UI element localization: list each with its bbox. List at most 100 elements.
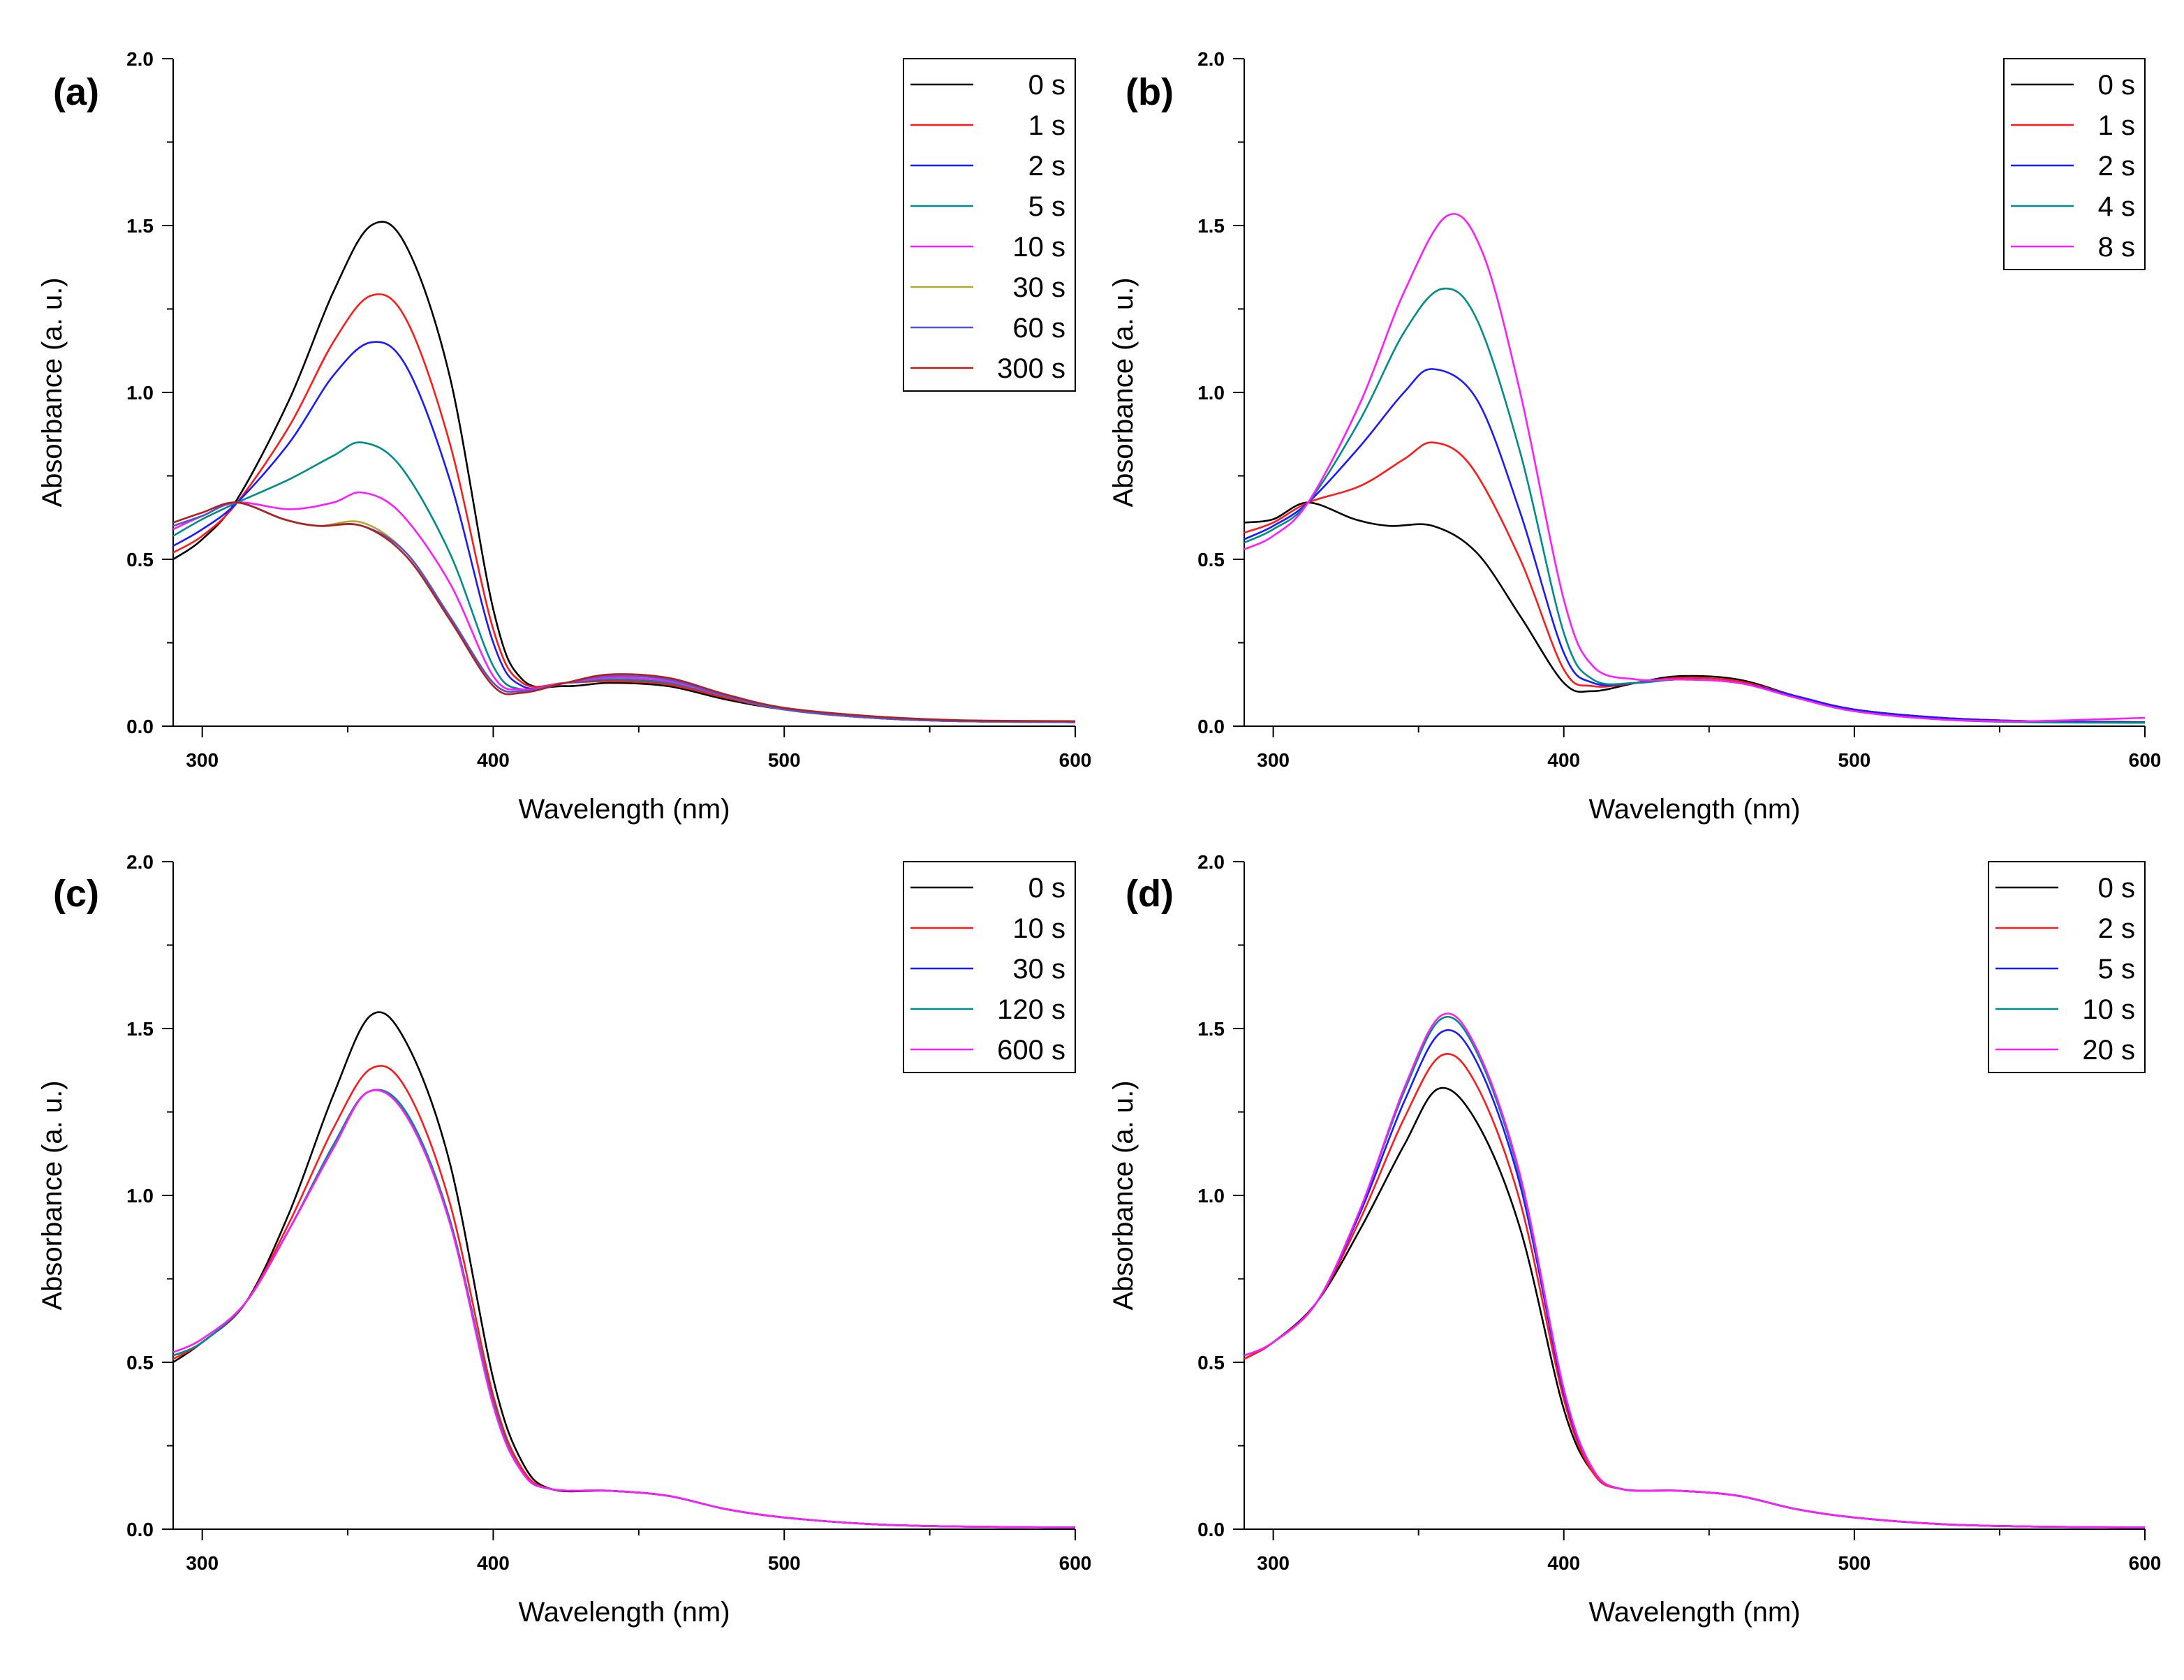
y-tick-label: 1.5 xyxy=(126,1018,154,1040)
series-line xyxy=(1244,368,2145,723)
series-line xyxy=(1244,1012,2145,1528)
y-tick-label: 0.5 xyxy=(1197,549,1225,570)
y-tick-label: 0.5 xyxy=(1197,1352,1225,1373)
x-axis-label: Wavelength (nm) xyxy=(1588,794,1800,825)
chart-panel-1: 300 400 500 600 0.0 0.5 1.0 1.5 2.0 Wavelength (n… xyxy=(1108,48,2161,825)
panel-label: (d) xyxy=(1126,873,1174,915)
series-line xyxy=(1244,1053,2145,1528)
legend-entry-label: 5 s xyxy=(1028,191,1065,222)
y-tick-label: 1.5 xyxy=(1197,1018,1225,1040)
y-tick-label: 0.5 xyxy=(126,549,154,570)
y-tick-label: 2.0 xyxy=(1197,48,1225,70)
legend-entry-label: 1 s xyxy=(1028,110,1065,141)
x-axis-label: Wavelength (nm) xyxy=(518,794,730,825)
series-lines xyxy=(1244,213,2145,724)
series-lines xyxy=(1244,1012,2145,1528)
y-tick-label: 0.0 xyxy=(1197,1519,1225,1540)
y-tick-label: 1.0 xyxy=(1197,1185,1225,1207)
legend-entry-label: 4 s xyxy=(2098,191,2135,222)
series-line xyxy=(173,1011,1075,1528)
y-tick-label: 1.0 xyxy=(1197,382,1225,404)
legend-box xyxy=(903,58,1076,392)
y-tick-label: 2.0 xyxy=(126,48,154,70)
legend-entry-label: 2 s xyxy=(1028,151,1065,182)
y-axis-label: Absorbance (a. u.) xyxy=(1108,1080,1139,1310)
chart-panel-0: 300 400 500 600 0.0 0.5 1.0 1.5 2.0 Wavelength (n… xyxy=(37,48,1091,825)
legend-entry-label: 2 s xyxy=(2098,913,2135,944)
x-tick-label: 600 xyxy=(1059,1552,1092,1574)
y-tick-label: 0.0 xyxy=(126,1519,154,1540)
x-tick-label: 300 xyxy=(1257,1552,1290,1574)
legend-box xyxy=(903,861,1076,1073)
legend-entry-label: 5 s xyxy=(2098,954,2135,985)
x-tick-label: 500 xyxy=(1838,749,1871,771)
legend-entry-label: 10 s xyxy=(1012,232,1065,263)
y-tick-label: 1.0 xyxy=(126,1185,154,1207)
legend-entry-label: 10 s xyxy=(2082,994,2135,1025)
x-axis-label: Wavelength (nm) xyxy=(518,1597,730,1628)
legend-entry-label: 0 s xyxy=(2098,873,2135,904)
panel-label: (a) xyxy=(53,71,99,113)
series-line xyxy=(173,341,1075,723)
y-tick-label: 0.0 xyxy=(126,716,154,737)
y-tick-label: 1.0 xyxy=(126,382,154,404)
y-axis-label: Absorbance (a. u.) xyxy=(37,277,68,507)
panel-label: (b) xyxy=(1126,71,1174,113)
legend-entry-label: 600 s xyxy=(997,1035,1065,1066)
series-line xyxy=(173,491,1075,723)
legend-entry-label: 8 s xyxy=(2098,232,2135,263)
series-line xyxy=(173,1065,1075,1528)
series-line xyxy=(173,501,1075,723)
x-tick-label: 400 xyxy=(1547,749,1580,771)
x-tick-label: 300 xyxy=(186,1552,219,1574)
legend-box xyxy=(1988,861,2146,1073)
x-tick-label: 400 xyxy=(477,749,510,771)
series-line xyxy=(1244,501,2145,723)
legend-entry-label: 0 s xyxy=(2098,70,2135,101)
x-tick-label: 500 xyxy=(768,749,801,771)
series-line xyxy=(173,501,1075,723)
x-tick-label: 300 xyxy=(1257,749,1290,771)
legend-entry-label: 20 s xyxy=(2082,1035,2135,1066)
legend-entry-label: 1 s xyxy=(2098,110,2135,141)
x-tick-label: 400 xyxy=(1547,1552,1580,1574)
legend: 0 s 10 s 30 s 120 s 600 s xyxy=(903,861,1076,1073)
series-line xyxy=(173,1089,1075,1528)
x-tick-label: 500 xyxy=(768,1552,801,1574)
y-tick-label: 2.0 xyxy=(126,851,154,873)
x-tick-label: 600 xyxy=(1059,749,1092,771)
legend-box xyxy=(2003,58,2146,270)
chart-panel-2: 300 400 500 600 0.0 0.5 1.0 1.5 2.0 Wavelength (n… xyxy=(37,851,1091,1628)
series-lines xyxy=(173,221,1075,723)
legend-entry-label: 0 s xyxy=(1028,873,1065,904)
y-axis-label: Absorbance (a. u.) xyxy=(1108,277,1139,507)
panel-label: (c) xyxy=(53,873,99,915)
y-tick-label: 0.5 xyxy=(126,1352,154,1373)
y-tick-label: 1.5 xyxy=(126,215,154,237)
series-line xyxy=(173,501,1075,723)
legend-entry-label: 30 s xyxy=(1012,954,1065,985)
legend-entry-label: 10 s xyxy=(1012,913,1065,944)
x-tick-label: 500 xyxy=(1838,1552,1871,1574)
legend-entry-label: 120 s xyxy=(997,994,1065,1025)
legend-entry-label: 60 s xyxy=(1012,313,1065,344)
legend-entry-label: 300 s xyxy=(997,353,1065,384)
y-axis-label: Absorbance (a. u.) xyxy=(37,1080,68,1310)
legend-entry-label: 2 s xyxy=(2098,151,2135,182)
legend: 0 s 2 s 5 s 10 s 20 s xyxy=(1988,861,2146,1073)
x-tick-label: 600 xyxy=(2129,749,2162,771)
x-tick-label: 600 xyxy=(2129,1552,2162,1574)
y-tick-label: 2.0 xyxy=(1197,851,1225,873)
series-line xyxy=(1244,213,2145,723)
series-line xyxy=(1244,1029,2145,1528)
series-line xyxy=(173,1089,1075,1528)
series-line xyxy=(173,441,1075,723)
y-tick-label: 1.5 xyxy=(1197,215,1225,237)
series-lines xyxy=(173,1011,1075,1528)
legend-entry-label: 30 s xyxy=(1012,272,1065,303)
series-line xyxy=(1244,1086,2145,1528)
legend-entry-label: 0 s xyxy=(1028,70,1065,101)
x-tick-label: 300 xyxy=(186,749,219,771)
